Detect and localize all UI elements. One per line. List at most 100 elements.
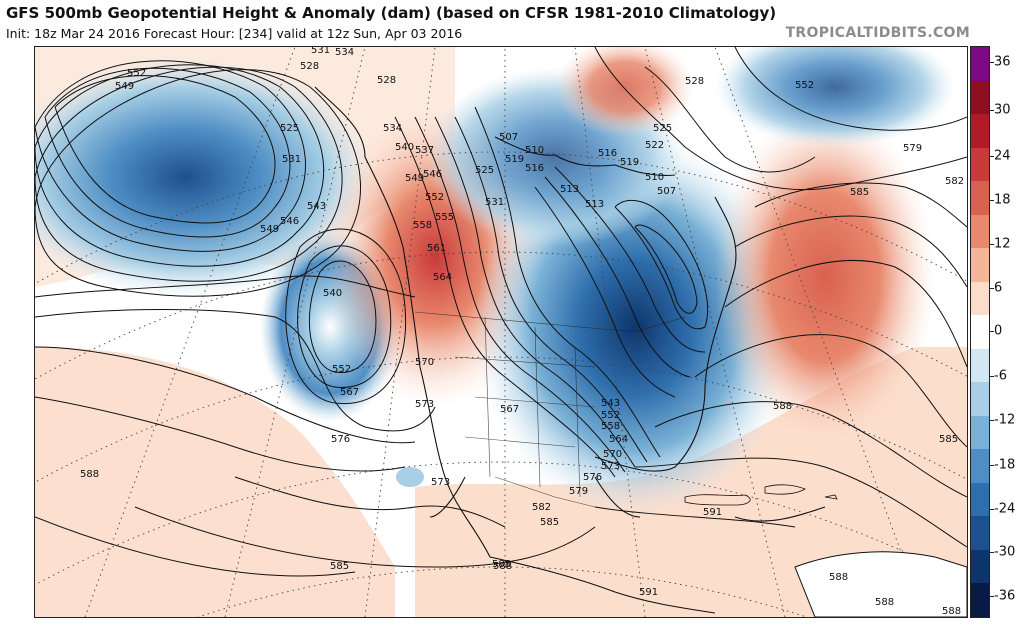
contour-label: 585 xyxy=(850,187,869,198)
contour-label: 552 xyxy=(127,68,146,79)
colorbar-tick-mark xyxy=(990,376,994,377)
contour-label: 582 xyxy=(945,176,964,187)
contour-label: 510 xyxy=(525,145,544,156)
contour-label: 528 xyxy=(685,76,704,87)
colorbar-swatch xyxy=(971,181,989,216)
colorbar-tick-label: -18 xyxy=(994,457,1016,473)
contour-label: 519 xyxy=(620,157,639,168)
chart-title: GFS 500mb Geopotential Height & Anomaly … xyxy=(6,4,777,22)
contour-label: 519 xyxy=(505,154,524,165)
colorbar-tick-mark xyxy=(990,288,994,289)
contour-label: 522 xyxy=(645,140,664,151)
contour-label: 525 xyxy=(475,165,494,176)
contour-label: 546 xyxy=(280,216,299,227)
contour-label: 576 xyxy=(331,434,350,445)
caribbean-islands xyxy=(684,484,838,506)
anomaly-colorbar xyxy=(970,46,990,618)
colorbar-tick-mark xyxy=(990,465,994,466)
colorbar-tick-label: 12 xyxy=(994,236,1011,252)
contour-label: 525 xyxy=(280,123,299,134)
contour-label: 516 xyxy=(598,148,617,159)
contour-label: 534 xyxy=(383,123,402,134)
colorbar-swatch xyxy=(971,449,989,484)
colorbar-swatch xyxy=(971,214,989,249)
contour-label: 513 xyxy=(560,184,579,195)
contour-label: 588 xyxy=(492,559,511,570)
contour-label: 582 xyxy=(532,502,551,513)
contour-label: 525 xyxy=(653,123,672,134)
colorbar-swatch xyxy=(971,147,989,182)
colorbar-swatch xyxy=(971,348,989,383)
colorbar-tick-label: 6 xyxy=(994,280,1003,296)
colorbar-swatch xyxy=(971,315,989,350)
contour-label: 549 xyxy=(260,224,279,235)
contour-label: 588 xyxy=(942,606,961,617)
colorbar-swatch xyxy=(971,516,989,551)
colorbar-tick-label: 36 xyxy=(994,54,1011,70)
colorbar-swatch xyxy=(971,114,989,149)
colorbar-tick-mark xyxy=(990,110,994,111)
contour-label: 528 xyxy=(377,75,396,86)
contour-label: 564 xyxy=(609,434,628,445)
contour-label: 561 xyxy=(427,243,446,254)
contour-label: 558 xyxy=(413,220,432,231)
contour-label: 567 xyxy=(340,387,359,398)
colorbar-tick-label: 30 xyxy=(994,102,1011,118)
colorbar-swatch xyxy=(971,549,989,584)
contour-label: 573 xyxy=(431,477,450,488)
contour-label: 588 xyxy=(80,469,99,480)
contour-label: 540 xyxy=(395,142,414,153)
colorbar-tick-mark xyxy=(990,420,994,421)
colorbar-tick-mark xyxy=(990,244,994,245)
contour-label: 591 xyxy=(639,587,658,598)
contour-label: 540 xyxy=(323,288,342,299)
colorbar-tick-mark xyxy=(990,509,994,510)
contour-label: 528 xyxy=(300,61,319,72)
colorbar-swatch xyxy=(971,281,989,316)
colorbar-swatch xyxy=(971,47,989,82)
colorbar-tick-mark xyxy=(990,552,994,553)
contour-label: 573 xyxy=(415,399,434,410)
contour-label: 570 xyxy=(603,449,622,460)
contour-label: 549 xyxy=(115,81,134,92)
colorbar-tick-mark xyxy=(990,200,994,201)
colorbar-tick-label: 0 xyxy=(994,323,1003,339)
contour-label: 585 xyxy=(330,561,349,572)
coastlines xyxy=(314,86,826,614)
contour-label: 507 xyxy=(657,186,676,197)
colorbar-tick-label: 18 xyxy=(994,192,1011,208)
colorbar-swatch xyxy=(971,80,989,115)
contour-label: 531 xyxy=(282,154,301,165)
height-contours xyxy=(35,47,967,577)
contour-label: 588 xyxy=(773,401,792,412)
contour-label: 558 xyxy=(601,421,620,432)
contour-label: 552 xyxy=(601,410,620,421)
contour-label: 516 xyxy=(525,163,544,174)
contour-label: 585 xyxy=(540,517,559,528)
colorbar-tick-mark xyxy=(990,62,994,63)
colorbar-tick-label: -36 xyxy=(994,588,1016,604)
colorbar-tick-label: -6 xyxy=(994,368,1007,384)
colorbar-tick-label: -24 xyxy=(994,501,1016,517)
contour-label: 510 xyxy=(645,172,664,183)
contour-label: 588 xyxy=(875,597,894,608)
contour-label: 576 xyxy=(583,472,602,483)
site-brand[interactable]: TROPICALTIDBITS.COM xyxy=(785,25,970,41)
contour-label: 552 xyxy=(425,192,444,203)
forecast-info: Init: 18z Mar 24 2016 Forecast Hour: [23… xyxy=(6,26,463,41)
contour-label: 573 xyxy=(601,461,620,472)
colorbar-swatch xyxy=(971,382,989,417)
contour-label: 567 xyxy=(500,404,519,415)
contour-label: 579 xyxy=(569,486,588,497)
political-borders xyxy=(414,311,686,508)
colorbar-swatch xyxy=(971,482,989,517)
contour-label: 591 xyxy=(703,507,722,518)
colorbar-tick-mark xyxy=(990,596,994,597)
colorbar-tick-label: 24 xyxy=(994,148,1011,164)
height-anomaly-map: 531 534 528 528 552 549 525 531 534 540 537 546 549 5… xyxy=(34,46,968,618)
colorbar-tick-label: -12 xyxy=(994,412,1016,428)
contour-label: 564 xyxy=(433,272,452,283)
colorbar-tick-mark xyxy=(990,331,994,332)
